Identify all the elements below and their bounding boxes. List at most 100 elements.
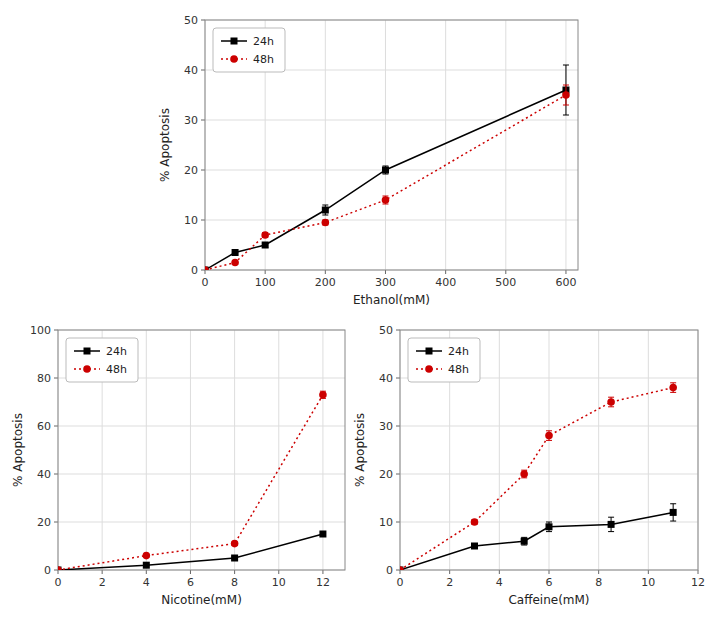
series-line bbox=[400, 388, 673, 570]
tick-label: 200 bbox=[315, 276, 336, 289]
error-cap bbox=[670, 382, 676, 383]
tick bbox=[54, 330, 58, 331]
tick bbox=[265, 270, 266, 274]
tick-label: 0 bbox=[191, 264, 198, 277]
error-bar bbox=[320, 391, 326, 398]
tick-label: 40 bbox=[379, 372, 393, 385]
tick bbox=[565, 270, 566, 274]
error-bar bbox=[563, 85, 569, 105]
data-point bbox=[471, 543, 478, 550]
tick-label: 60 bbox=[37, 420, 51, 433]
grid-line bbox=[205, 170, 578, 171]
tick bbox=[201, 70, 205, 71]
grid bbox=[400, 330, 698, 570]
error-cap bbox=[382, 174, 388, 175]
data-point bbox=[205, 266, 209, 270]
panel: 024681012020406080100Nicotine(mM)% Apopt… bbox=[11, 324, 345, 607]
legend-marker bbox=[425, 365, 433, 373]
series bbox=[400, 504, 677, 570]
tick bbox=[396, 426, 400, 427]
grid-line bbox=[598, 330, 599, 570]
error-cap bbox=[563, 105, 569, 106]
series-line bbox=[205, 95, 566, 270]
error-cap bbox=[563, 115, 569, 116]
error-cap bbox=[608, 531, 614, 532]
tick bbox=[54, 426, 58, 427]
tick bbox=[499, 570, 500, 574]
error-bar bbox=[670, 383, 676, 393]
data-area bbox=[58, 391, 327, 570]
tick bbox=[58, 570, 59, 574]
x-axis-label: Nicotine(mM) bbox=[161, 593, 242, 607]
data-point bbox=[58, 567, 62, 571]
error-cap bbox=[563, 85, 569, 86]
tick-label: 30 bbox=[184, 114, 198, 127]
grid bbox=[205, 20, 578, 270]
grid-line bbox=[400, 522, 698, 523]
data-point bbox=[231, 555, 238, 562]
tick bbox=[201, 270, 205, 271]
tick-label: 100 bbox=[255, 276, 276, 289]
error-cap bbox=[670, 521, 676, 522]
error-bar bbox=[382, 196, 388, 204]
error-cap bbox=[608, 397, 614, 398]
legend-box bbox=[408, 338, 480, 382]
data-point bbox=[546, 523, 553, 530]
legend-marker bbox=[426, 348, 433, 355]
tick-label: 100 bbox=[30, 324, 51, 337]
error-bar bbox=[262, 243, 268, 248]
error-cap bbox=[608, 406, 614, 407]
data-point bbox=[231, 540, 239, 548]
figure: 010020030040050060001020304050Ethanol(mM… bbox=[0, 0, 718, 620]
error-cap bbox=[322, 205, 328, 206]
x-axis-label: Caffeine(mM) bbox=[508, 593, 589, 607]
legend-box bbox=[66, 338, 138, 382]
tick-label: 0 bbox=[386, 564, 393, 577]
tick-label: 10 bbox=[272, 576, 286, 589]
data-area bbox=[400, 383, 677, 570]
data-point bbox=[322, 207, 329, 214]
grid bbox=[58, 330, 345, 570]
data-point bbox=[319, 391, 327, 399]
error-bar bbox=[608, 517, 614, 531]
error-cap bbox=[546, 440, 552, 441]
data-point bbox=[400, 566, 404, 570]
panel: 02468101201020304050Caffeine(mM)% Apopto… bbox=[353, 324, 705, 607]
data-point bbox=[607, 398, 615, 406]
tick-label: 12 bbox=[691, 576, 705, 589]
error-stem bbox=[565, 65, 566, 115]
data-point bbox=[400, 567, 404, 571]
tick-label: 300 bbox=[375, 276, 396, 289]
tick-label: 20 bbox=[379, 468, 393, 481]
tick bbox=[549, 570, 550, 574]
grid-line bbox=[58, 522, 345, 523]
legend-label: 24h bbox=[448, 345, 469, 358]
series bbox=[58, 391, 327, 570]
tick bbox=[190, 570, 191, 574]
error-cap bbox=[546, 430, 552, 431]
tick bbox=[325, 270, 326, 274]
grid-line bbox=[278, 330, 279, 570]
tick bbox=[445, 270, 446, 274]
error-bar bbox=[546, 522, 552, 532]
series-line bbox=[58, 395, 323, 570]
data-point bbox=[231, 259, 239, 267]
grid-line bbox=[146, 330, 147, 570]
tick bbox=[54, 570, 58, 571]
series bbox=[400, 383, 677, 570]
tick bbox=[54, 378, 58, 379]
tick bbox=[698, 570, 699, 574]
y-axis-label: % Apoptosis bbox=[11, 413, 25, 487]
tick bbox=[102, 570, 103, 574]
plot-frame bbox=[58, 330, 345, 570]
tick bbox=[54, 474, 58, 475]
grid-line bbox=[505, 20, 506, 270]
data-point bbox=[143, 562, 150, 569]
tick-label: 10 bbox=[641, 576, 655, 589]
tick bbox=[201, 170, 205, 171]
error-cap bbox=[546, 522, 552, 523]
tick bbox=[396, 330, 400, 331]
data-point bbox=[58, 566, 62, 570]
tick-label: 10 bbox=[379, 516, 393, 529]
data-point bbox=[382, 196, 390, 204]
